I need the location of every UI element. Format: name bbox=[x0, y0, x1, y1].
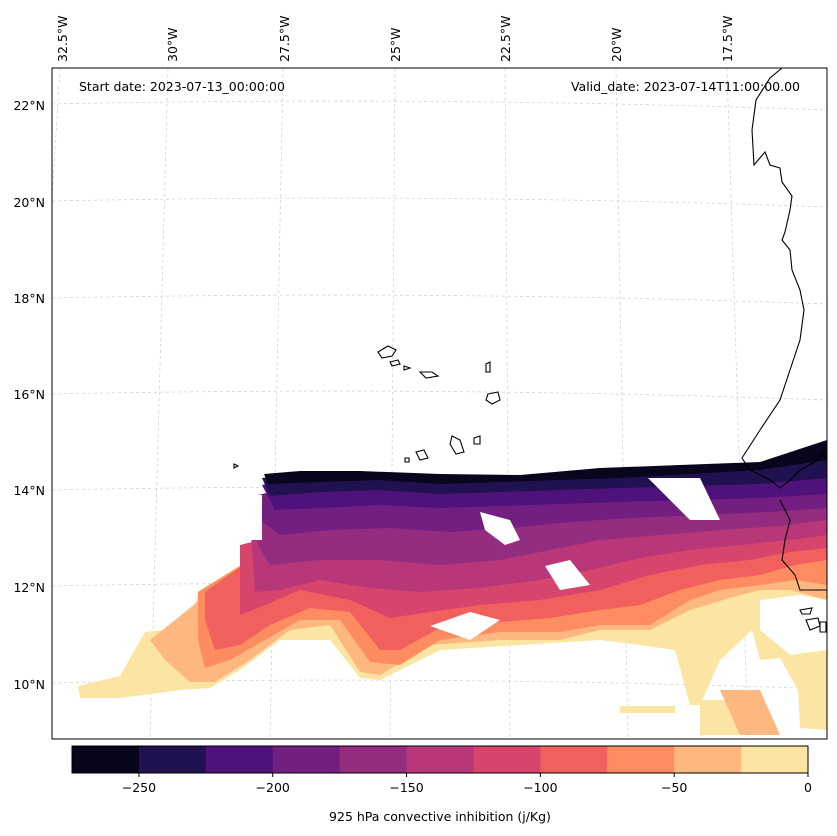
lon-label: 32.5°W bbox=[55, 16, 70, 62]
colorbar-tick-label: −250 bbox=[122, 780, 156, 795]
colorbar-swatch bbox=[540, 746, 608, 773]
colorbar-swatch bbox=[473, 746, 541, 773]
colorbar-swatches bbox=[72, 746, 809, 773]
cin-level-250 bbox=[264, 440, 827, 484]
colorbar-swatch bbox=[607, 746, 675, 773]
colorbar-swatch bbox=[406, 746, 474, 773]
lon-label: 30°W bbox=[165, 27, 180, 62]
lon-label: 20°W bbox=[609, 27, 624, 62]
colorbar-swatch bbox=[272, 746, 341, 773]
lat-label: 20°N bbox=[13, 195, 45, 210]
senegal-coast bbox=[779, 499, 827, 591]
colorbar-swatch bbox=[339, 746, 408, 773]
lat-label: 18°N bbox=[13, 291, 45, 306]
lon-label: 27.5°W bbox=[277, 16, 292, 62]
map-frame bbox=[51, 67, 828, 740]
colorbar-swatch bbox=[741, 746, 809, 773]
lon-label: 25°W bbox=[388, 27, 403, 62]
colorbar-tick-label: −50 bbox=[661, 780, 687, 795]
colorbar-tick-label: −100 bbox=[523, 780, 557, 795]
lat-label: 14°N bbox=[13, 483, 45, 498]
coastlines bbox=[233, 67, 828, 633]
start-date-label: Start date: 2023-07-13_00:00:00 bbox=[79, 79, 285, 94]
colorbar-swatch bbox=[205, 746, 274, 773]
colorbar-tick-label: 0 bbox=[804, 780, 812, 795]
colorbar-frame bbox=[71, 745, 809, 774]
latitude-labels: 22°N 20°N 18°N 16°N 14°N 12°N 10°N bbox=[13, 98, 45, 692]
cape-verde-north bbox=[377, 345, 397, 359]
colorbar-swatch bbox=[72, 746, 140, 773]
lat-label: 16°N bbox=[13, 387, 45, 402]
lat-label: 22°N bbox=[13, 98, 45, 113]
lon-label: 17.5°W bbox=[720, 16, 735, 62]
cin-contours bbox=[78, 440, 827, 735]
africa-coastline bbox=[741, 67, 828, 489]
longitude-labels: 32.5°W 30°W 27.5°W 25°W 22.5°W 20°W 17.5… bbox=[55, 16, 735, 62]
lon-label: 22.5°W bbox=[498, 16, 513, 62]
colorbar-ticks: −250 −200 −150 −100 −50 0 bbox=[122, 773, 812, 795]
colorbar-tick-label: −150 bbox=[389, 780, 423, 795]
colorbar: −250 −200 −150 −100 −50 0 925 hPa convective … bbox=[71, 745, 812, 824]
colorbar-tick-label: −200 bbox=[256, 780, 290, 795]
colorbar-label: 925 hPa convective inhibition (j/Kg) bbox=[329, 809, 551, 824]
colorbar-swatch bbox=[674, 746, 742, 773]
lat-label: 10°N bbox=[13, 677, 45, 692]
cape-verde-south bbox=[415, 449, 429, 461]
colorbar-swatch bbox=[138, 746, 207, 773]
lat-label: 12°N bbox=[13, 580, 45, 595]
valid-date-label: Valid_date: 2023-07-14T11:00:00.00 bbox=[571, 79, 800, 94]
